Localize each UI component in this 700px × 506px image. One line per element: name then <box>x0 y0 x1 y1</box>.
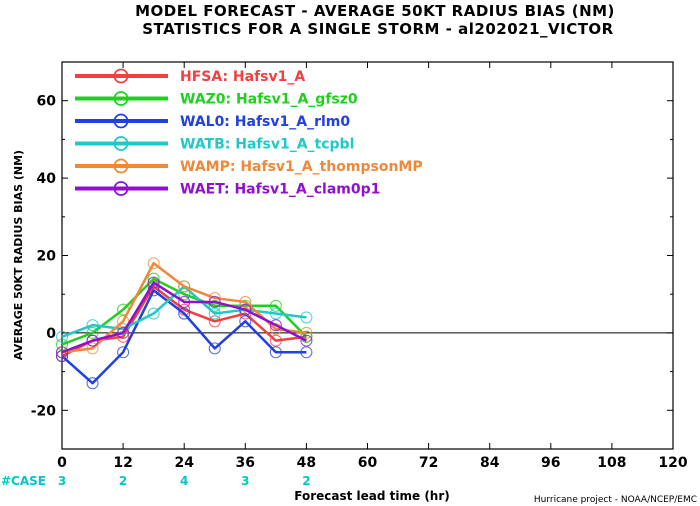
series-group <box>55 257 313 390</box>
chart-title: MODEL FORECAST - AVERAGE 50KT RADIUS BIA… <box>135 2 615 20</box>
x-tick-label: 96 <box>541 455 560 471</box>
data-point <box>269 299 282 312</box>
data-point <box>269 346 282 359</box>
series-line-2 <box>61 277 308 346</box>
data-point <box>86 319 99 332</box>
x-tick-label: 0 <box>57 455 67 471</box>
data-point <box>239 315 252 328</box>
case-count: 4 <box>180 474 188 488</box>
data-point <box>300 326 313 339</box>
y-tick-label: 60 <box>37 94 57 110</box>
data-point <box>86 342 99 355</box>
legend-marker-4 <box>113 136 129 151</box>
x-tick-label: 84 <box>480 455 500 471</box>
data-point <box>55 330 69 343</box>
data-point <box>178 280 191 293</box>
x-tick-label: 72 <box>419 455 438 471</box>
legend-marker-2 <box>113 91 129 106</box>
data-point <box>208 342 221 355</box>
axes: 0 12 24 36 48 60 72 84 96 108 120 -20 0 20 40 60 <box>31 61 688 471</box>
data-point <box>300 311 313 324</box>
legend-entry-3: WAL0: Hafsv1_A_rlm0 <box>180 114 350 130</box>
case-count: 3 <box>241 474 249 488</box>
data-point <box>117 346 130 359</box>
data-point <box>208 307 221 320</box>
x-axis-label: Forecast lead time (hr) <box>294 489 450 503</box>
data-point <box>269 334 282 347</box>
y-tick-label: 20 <box>37 249 57 265</box>
data-point <box>239 295 252 308</box>
legend-marker-6 <box>113 181 129 196</box>
chart-subtitle: STATISTICS FOR A SINGLE STORM - al202021… <box>142 20 614 38</box>
legend-marker-5 <box>113 158 129 174</box>
legend-marker-3 <box>113 113 129 129</box>
case-count: 2 <box>119 474 127 488</box>
data-point <box>208 292 221 305</box>
x-tick-label: 48 <box>297 455 316 471</box>
credit-text: Hurricane project - NOAA/NCEP/EMC <box>534 495 697 505</box>
data-point <box>86 377 99 390</box>
data-point <box>208 315 221 328</box>
data-point <box>300 346 313 359</box>
data-point <box>147 307 160 320</box>
data-point <box>117 326 130 339</box>
legend-entry-1: HFSA: Hafsv1_A <box>180 69 305 85</box>
data-point <box>178 295 191 308</box>
data-point <box>269 319 282 332</box>
x-tick-label: 24 <box>174 455 194 471</box>
data-point <box>86 334 99 347</box>
y-axis-label: AVERAGE 50KT RADIUS BIAS (NM) <box>12 150 25 360</box>
case-label: #CASE <box>1 474 46 488</box>
x-tick-label: 60 <box>358 455 378 471</box>
legend: HFSA: Hafsv1_A WAZ0: Hafsv1_A_gfsz0 WAL0: … <box>75 68 423 198</box>
data-point <box>55 338 69 351</box>
data-point <box>239 303 252 316</box>
y-tick-label: 40 <box>37 171 57 187</box>
legend-entry-6: WAET: Hafsv1_A_clam0p1 <box>180 182 380 198</box>
data-point <box>86 326 99 339</box>
data-point <box>117 315 130 328</box>
legend-entry-5: WAMP: Hafsv1_A_thompsonMP <box>180 159 423 175</box>
data-point <box>147 257 160 270</box>
data-point <box>269 307 282 320</box>
case-count: 3 <box>58 474 66 488</box>
legend-entry-2: WAZ0: Hafsv1_A_gfsz0 <box>180 92 358 108</box>
series-line-3 <box>61 289 307 385</box>
case-counts: #CASE 3 2 4 3 2 <box>1 474 311 488</box>
data-point <box>208 299 221 312</box>
data-point <box>55 350 69 363</box>
y-tick-label: -20 <box>31 403 57 419</box>
x-tick-label: 36 <box>236 455 255 471</box>
case-count: 2 <box>302 474 310 488</box>
x-tick-label: 108 <box>597 455 626 471</box>
legend-entry-4: WATB: Hafsv1_A_tcpbl <box>180 137 354 153</box>
data-point <box>208 295 221 308</box>
data-point <box>55 346 69 359</box>
x-tick-label: 120 <box>658 455 687 471</box>
data-point <box>178 288 191 301</box>
data-point <box>178 307 191 320</box>
y-tick-label: 0 <box>46 326 56 342</box>
series-line-6 <box>61 281 307 354</box>
data-point <box>300 334 313 347</box>
data-point <box>147 276 160 289</box>
data-point <box>117 322 130 336</box>
x-tick-label: 12 <box>113 455 132 471</box>
legend-marker-1 <box>113 68 129 84</box>
